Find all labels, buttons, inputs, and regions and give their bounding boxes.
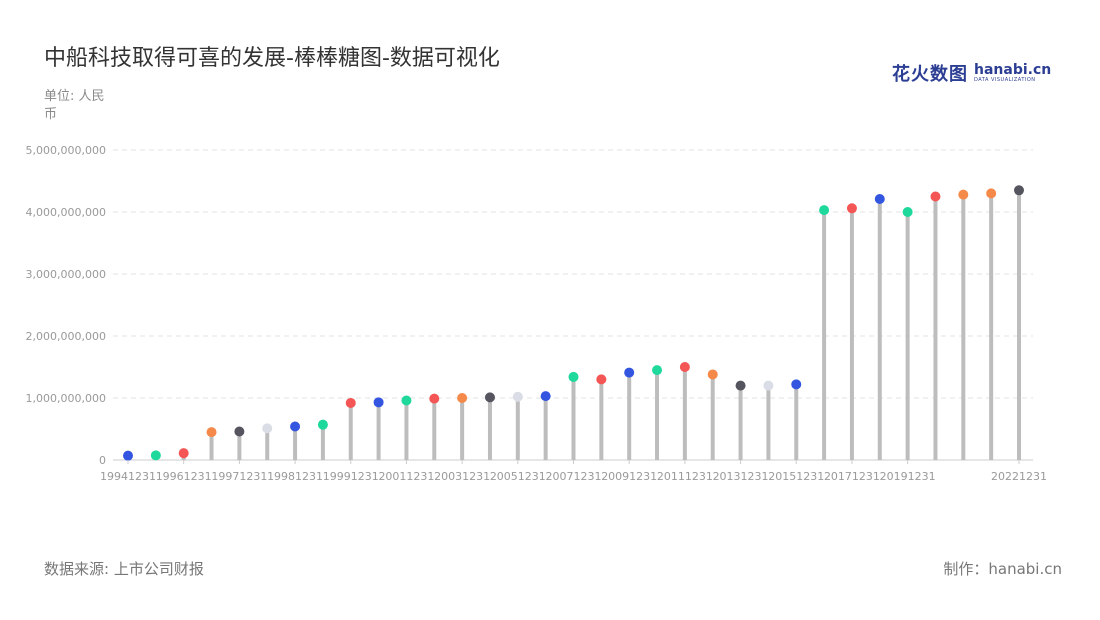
x-tick-label: 19991231 [323,470,379,483]
lollipop-dot [596,374,607,385]
lollipop-dot [846,203,857,214]
lollipop-dot [735,380,746,391]
lollipop-dot [123,450,133,461]
lollipop-dot [652,365,663,376]
lollipop-dot [1014,185,1024,196]
data-source: 数据来源: 上市公司财报 [44,560,204,578]
lollipop-dot [874,193,885,204]
logo-en-block: hanabi.cn DATA VISUALIZATION [974,63,1051,83]
x-tick-label: 20131231 [713,470,769,483]
lollipop-dot [484,392,495,403]
x-tick-label: 19981231 [267,470,323,483]
y-tick-label: 5,000,000,000 [26,144,106,157]
x-tick-label: 20111231 [657,470,713,483]
lollipop-dot [206,427,217,438]
lollipop-dot [429,393,440,404]
x-tick-label: 20051231 [490,470,546,483]
lollipop-dot [819,205,830,216]
credit-text: 制作：hanabi.cn [943,560,1062,578]
lollipop-dot [624,367,635,378]
logo-en-subtext: DATA VISUALIZATION [974,77,1036,83]
lollipop-dot [986,188,997,199]
lollipop-dot [150,450,161,461]
lollipop-dot [763,380,774,391]
y-tick-label: 2,000,000,000 [26,330,106,343]
lollipop-dot [345,397,356,408]
x-tick-label: 20191231 [880,470,936,483]
y-tick-label: 3,000,000,000 [26,268,106,281]
x-tick-label: 20221231 [991,470,1047,483]
x-tick-label: 20071231 [546,470,602,483]
y-tick-label: 0 [99,454,106,467]
logo-cn-text: 花火数图 [892,64,968,85]
x-tick-label: 20151231 [768,470,824,483]
x-tick-label: 20171231 [824,470,880,483]
lollipop-dot [262,423,273,434]
lollipop-dot [457,393,468,403]
lollipop-dot [540,391,551,402]
lollipop-dot [930,191,941,202]
x-tick-label: 20011231 [378,470,434,483]
x-tick-label: 19941231 [100,470,156,483]
x-tick-label: 20031231 [434,470,490,483]
chart-title: 中船科技取得可喜的发展-棒棒糖图-数据可视化 [44,46,500,71]
lollipop-dot [679,362,690,372]
lollipop-dot [317,419,328,430]
y-tick-label: 1,000,000,000 [26,392,106,405]
lollipop-dot [290,421,301,432]
lollipop-dot [958,189,969,200]
x-tick-label: 19971231 [211,470,267,483]
lollipop-dot [178,448,189,459]
x-tick-label: 20091231 [601,470,657,483]
lollipop-dot [902,207,913,217]
x-tick-label: 19961231 [156,470,212,483]
lollipop-dot [568,371,579,382]
lollipop-dot [512,391,523,402]
lollipop-dot [791,379,802,390]
lollipop-dot [401,395,412,406]
lollipop-dot [707,369,718,380]
lollipop-dot [373,397,384,408]
unit-label: 单位: 人民币 [44,89,105,122]
hanabi-logo: 花火数图 hanabi.cn DATA VISUALIZATION [892,60,1051,86]
logo-en-text: hanabi.cn [974,62,1052,78]
y-tick-label: 4,000,000,000 [26,206,106,219]
lollipop-dot [234,426,245,437]
